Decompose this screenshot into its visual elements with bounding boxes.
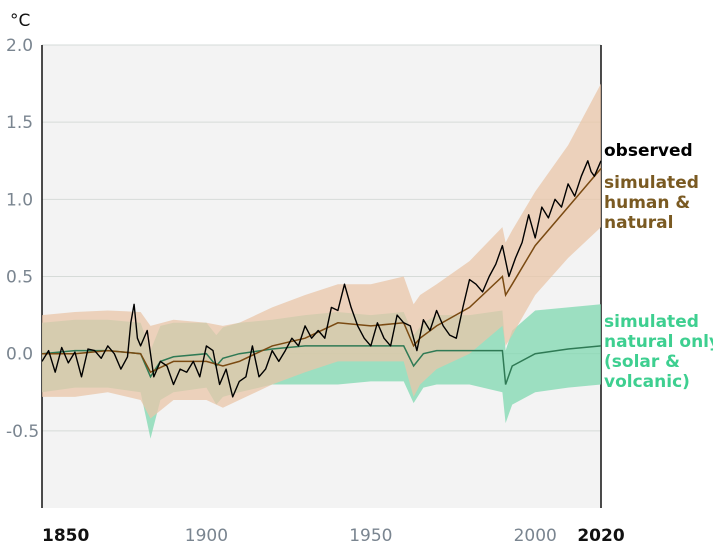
y-axis-label: °C	[10, 11, 30, 31]
natural-only-label: natural only	[604, 332, 713, 352]
observed-line	[41, 160, 602, 398]
y-tick-label: 1.5	[6, 113, 33, 133]
y-tick-label: 0.5	[6, 268, 33, 288]
x-tick-label: 2020	[577, 526, 624, 546]
x-tick-label: 1850	[42, 526, 89, 546]
human-natural-label: natural	[604, 213, 674, 233]
x-tick-label: 1950	[349, 526, 392, 546]
y-tick-label: 1.0	[6, 190, 33, 210]
natural-only-label: (solar &	[604, 352, 680, 372]
y-axis-ticks: 2.0 1.5 1.0 0.5 0.0 -0.5	[6, 36, 39, 442]
uncertainty-bands	[42, 83, 601, 439]
human-natural-label: simulated	[604, 173, 699, 193]
y-tick-label: 0.0	[6, 345, 33, 365]
y-tick-label: -0.5	[6, 422, 39, 442]
series-lines	[41, 160, 602, 398]
x-tick-label: 2000	[514, 526, 557, 546]
x-tick-label: 1900	[185, 526, 228, 546]
x-axis-ticks: 1850 1900 1950 2000 2020	[42, 526, 625, 546]
human-natural-label: human &	[604, 193, 690, 213]
y-tick-label: 2.0	[6, 36, 33, 56]
natural-only-label: volcanic)	[604, 372, 690, 392]
natural-only-label: simulated	[604, 312, 699, 332]
observed-label: observed	[604, 141, 693, 161]
natural-only-line	[41, 345, 602, 385]
human-natural-band	[42, 83, 601, 419]
human-natural-line	[42, 168, 602, 374]
